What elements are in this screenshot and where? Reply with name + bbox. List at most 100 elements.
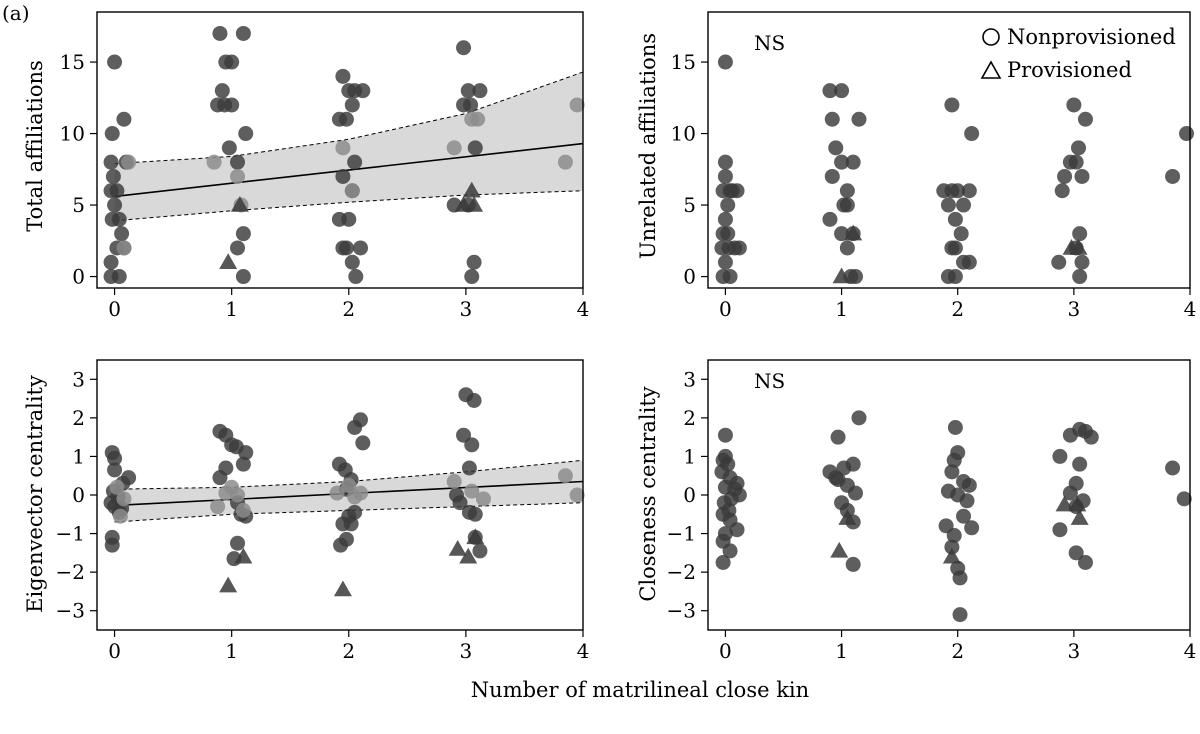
xtick-label: 2 xyxy=(342,639,355,663)
point-total-s1-10 xyxy=(557,154,573,170)
point-total-s2-3 xyxy=(465,196,484,212)
point-unrelated-s0-63 xyxy=(1072,269,1088,285)
annotation-ns-closeness: NS xyxy=(754,369,785,393)
ylabel-eigenvector-centrality: Eigenvector centrality xyxy=(23,375,47,613)
ytick-label: 3 xyxy=(683,367,696,391)
ytick-label: 10 xyxy=(671,122,696,146)
point-eigen-s1-11 xyxy=(352,485,368,501)
point-eigen-s0-40 xyxy=(466,393,482,408)
xtick-label: 3 xyxy=(460,639,473,663)
point-unrelated-s0-17 xyxy=(715,269,731,285)
point-total-s1-6 xyxy=(344,183,360,199)
point-total-s2-4 xyxy=(462,181,481,198)
ytick-label: −3 xyxy=(56,599,85,623)
point-unrelated-s0-0 xyxy=(717,54,733,70)
point-total-s0-44 xyxy=(338,240,354,256)
point-unrelated-s0-57 xyxy=(1074,168,1090,184)
point-closeness-s0-54 xyxy=(1052,448,1068,464)
ylabel-unrelated-affiliations: Unrelated affiliations xyxy=(636,33,660,259)
point-total-s0-52 xyxy=(463,97,479,113)
point-unrelated-s1-1 xyxy=(844,224,863,241)
point-closeness-s0-28 xyxy=(848,485,864,501)
point-eigen-s0-17 xyxy=(238,445,254,461)
point-eigen-s1-14 xyxy=(475,491,491,507)
point-closeness-s0-0 xyxy=(717,427,733,443)
lower-ci-line xyxy=(114,190,584,222)
point-total-s0-28 xyxy=(235,226,251,242)
point-total-s1-3 xyxy=(230,168,246,184)
legend-provisioned-triangle-icon xyxy=(980,60,1002,79)
point-unrelated-s0-28 xyxy=(839,197,855,213)
point-total-s1-7 xyxy=(446,140,462,156)
point-eigen-s1-2 xyxy=(112,508,128,524)
point-total-s0-20 xyxy=(224,54,240,70)
point-eigen-s0-46 xyxy=(467,506,483,522)
point-eigen-s2-3 xyxy=(448,540,467,556)
xtick-label: 4 xyxy=(1184,297,1197,321)
panel-unrelated-affiliations: 0 1 2 3 4 0 5 10 15 Unrelated affiliations NS No… xyxy=(636,11,1197,321)
point-closeness-s0-57 xyxy=(1062,485,1078,501)
point-unrelated-s0-44 xyxy=(953,226,969,242)
point-eigen-s0-42 xyxy=(464,437,480,453)
point-closeness-s1-0 xyxy=(830,541,849,558)
point-unrelated-s0-56 xyxy=(1057,168,1073,184)
ylabel-closeness-centrality: Closeness centrality xyxy=(636,386,660,601)
point-total-s1-2 xyxy=(206,154,222,170)
ytick-label: 15 xyxy=(671,50,696,74)
xtick-label: 4 xyxy=(577,297,590,321)
ytick-label: −1 xyxy=(667,522,696,546)
point-eigen-s0-18 xyxy=(235,456,251,472)
ytick-label: −2 xyxy=(667,560,696,584)
point-closeness-s0-20 xyxy=(830,429,846,445)
point-unrelated-s0-58 xyxy=(1054,183,1070,199)
plot-area-total: 0 1 2 3 4 0 5 10 15 xyxy=(60,11,590,321)
point-eigen-s0-24 xyxy=(230,535,246,551)
annotation-ns-unrelated: NS xyxy=(754,31,785,55)
point-total-s1-5 xyxy=(335,140,351,156)
point-unrelated-s0-52 xyxy=(1077,111,1093,127)
point-eigen-s1-16 xyxy=(569,487,585,503)
ytick-label: 10 xyxy=(60,122,85,146)
point-eigen-s0-27 xyxy=(347,420,363,435)
point-unrelated-s0-7 xyxy=(720,197,736,213)
point-total-s0-4 xyxy=(103,154,119,170)
point-closeness-s0-41 xyxy=(959,493,975,509)
point-closeness-s0-62 xyxy=(1077,555,1093,570)
point-unrelated-s0-41 xyxy=(940,197,956,213)
ylabel-total-affiliations: Total affiliations xyxy=(23,60,47,232)
xtick-label: 3 xyxy=(460,297,473,321)
point-unrelated-s0-8 xyxy=(717,211,733,227)
point-closeness-s0-35 xyxy=(946,452,962,468)
point-eigen-s2-4 xyxy=(459,547,478,564)
point-closeness-s0-52 xyxy=(1083,429,1099,445)
point-total-s1-9 xyxy=(464,111,480,127)
plot-area-eigen: 0 1 2 3 4 −3 −2 −1 0 1 2 3 xyxy=(56,359,589,663)
point-closeness-s0-36 xyxy=(944,464,960,480)
point-unrelated-s0-51 xyxy=(1066,97,1082,113)
plot-area-closeness: 0 1 2 3 4 −3 −2 −1 0 1 2 3 xyxy=(667,359,1196,663)
ytick-label: 0 xyxy=(683,483,696,507)
point-unrelated-s0-26 xyxy=(839,183,855,199)
point-eigen-s0-38 xyxy=(333,537,349,553)
legend: Nonprovisioned Provisioned xyxy=(980,25,1176,82)
point-total-s0-8 xyxy=(107,197,123,213)
point-total-s0-18 xyxy=(235,25,251,41)
point-eigen-s1-3 xyxy=(210,499,226,515)
ytick-label: 5 xyxy=(683,193,696,217)
legend-nonprovisioned-label: Nonprovisioned xyxy=(1007,25,1176,49)
point-total-s0-26 xyxy=(221,140,237,156)
xtick-label: 0 xyxy=(719,639,732,663)
ytick-label: −3 xyxy=(667,599,696,623)
ytick-label: 2 xyxy=(72,406,85,430)
point-total-s0-49 xyxy=(460,83,476,99)
point-closeness-s1-5 xyxy=(1070,509,1089,525)
point-total-s0-31 xyxy=(335,68,351,84)
xtick-label: 2 xyxy=(951,297,964,321)
common-xlabel: Number of matrilineal close kin xyxy=(471,678,809,702)
xtick-label: 3 xyxy=(1067,297,1080,321)
point-total-s1-1 xyxy=(116,240,132,256)
point-eigen-s0-4 xyxy=(121,470,137,486)
point-total-s0-14 xyxy=(103,254,119,270)
point-unrelated-s0-59 xyxy=(1072,226,1088,242)
